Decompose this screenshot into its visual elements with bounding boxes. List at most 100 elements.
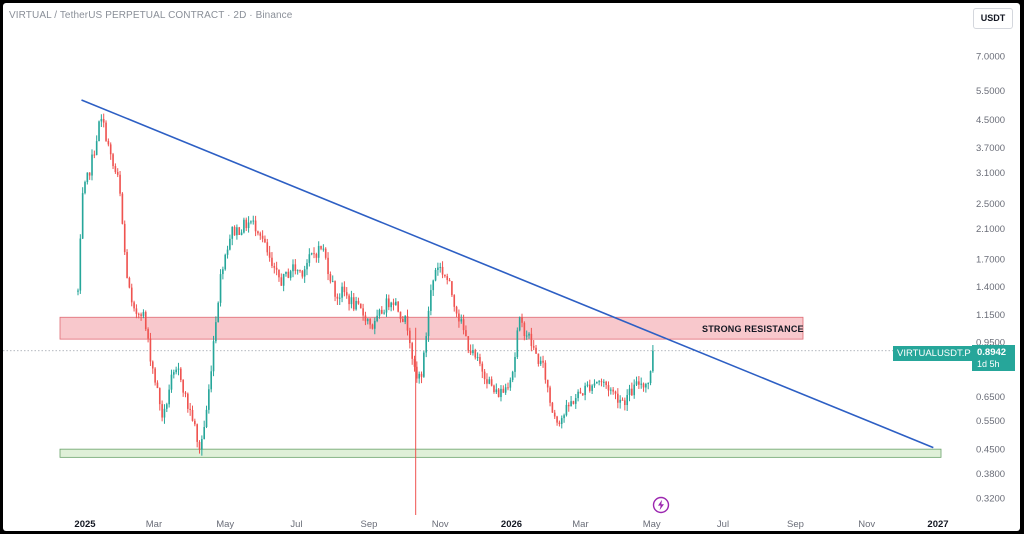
candle-body bbox=[247, 222, 250, 229]
price-chart[interactable]: 7.0000 5.5000 4.5000 3.7000 3.1000 2.5000 2.10… bbox=[3, 3, 1020, 531]
candle-body bbox=[355, 300, 357, 310]
candle-body bbox=[266, 242, 269, 253]
candle-body bbox=[231, 226, 234, 239]
candle-body bbox=[105, 122, 107, 141]
candle-body bbox=[399, 311, 402, 319]
candle-body bbox=[331, 281, 334, 283]
candle-body bbox=[546, 379, 549, 388]
x-tick-label: Jul bbox=[717, 519, 729, 530]
candle-body bbox=[170, 374, 173, 390]
lightning-icon[interactable] bbox=[652, 496, 670, 514]
candle-body bbox=[586, 384, 589, 386]
candle-body bbox=[107, 140, 110, 145]
candle-body bbox=[558, 422, 561, 424]
y-tick-label: 1.4000 bbox=[976, 282, 1005, 293]
candle-body bbox=[336, 296, 339, 299]
resistance-zone-label: STRONG RESISTANCE bbox=[702, 324, 804, 334]
candle-body bbox=[245, 219, 248, 229]
candle-body bbox=[364, 315, 367, 322]
candle-body bbox=[413, 358, 416, 367]
candle-body bbox=[203, 427, 206, 439]
candle-body bbox=[528, 333, 530, 336]
candle-body bbox=[212, 341, 215, 372]
candle-body bbox=[572, 401, 575, 404]
candle-body bbox=[516, 330, 519, 357]
candle-body bbox=[535, 347, 537, 354]
resistance-zone bbox=[59, 316, 804, 340]
candle-body bbox=[514, 356, 516, 372]
candle-body bbox=[196, 424, 198, 442]
candle-body bbox=[287, 271, 290, 278]
candle-body bbox=[462, 319, 465, 331]
candle-body bbox=[579, 391, 582, 394]
candle-body bbox=[278, 269, 280, 278]
candle-body bbox=[156, 382, 159, 389]
x-tick-label: 2025 bbox=[74, 519, 96, 530]
candle-body bbox=[607, 385, 610, 391]
x-tick-label: Nov bbox=[432, 519, 449, 530]
candle-body bbox=[504, 387, 507, 393]
candle-body bbox=[598, 381, 600, 383]
candle-body bbox=[420, 373, 423, 377]
candle-body bbox=[264, 238, 266, 243]
candle-body bbox=[322, 248, 325, 250]
x-tick-label: 2026 bbox=[501, 519, 522, 530]
candle-body bbox=[444, 274, 446, 277]
candle-body bbox=[556, 416, 558, 423]
x-tick-label: 2027 bbox=[927, 519, 948, 530]
candle-body bbox=[191, 409, 194, 421]
candle-body bbox=[472, 350, 474, 354]
chart-panel[interactable]: 7.0000 5.5000 4.5000 3.7000 3.1000 2.5000 2.10… bbox=[3, 3, 1020, 531]
y-tick-label: 7.0000 bbox=[976, 52, 1005, 63]
x-tick-label: Mar bbox=[572, 519, 588, 530]
candle-body bbox=[215, 322, 217, 342]
candle-body bbox=[371, 324, 374, 329]
candle-body bbox=[261, 235, 264, 239]
candle-body bbox=[385, 298, 388, 313]
candle-body bbox=[366, 319, 369, 322]
candle-body bbox=[591, 385, 593, 391]
candle-body bbox=[161, 404, 163, 418]
candle-body bbox=[628, 388, 631, 396]
y-tick-label: 5.5000 bbox=[976, 86, 1005, 97]
candle-body bbox=[369, 319, 371, 325]
candle-body bbox=[448, 279, 451, 282]
candle-body bbox=[474, 350, 477, 358]
candle-body bbox=[329, 274, 332, 282]
candle-body bbox=[252, 220, 255, 222]
candle-body bbox=[123, 223, 126, 253]
candle-body bbox=[631, 388, 633, 396]
candle-body bbox=[497, 389, 500, 398]
candle-body bbox=[310, 253, 313, 255]
candle-body bbox=[488, 379, 491, 384]
candle-body bbox=[539, 360, 542, 364]
candle-body bbox=[296, 270, 299, 272]
candle-body bbox=[217, 302, 220, 323]
currency-button[interactable]: USDT bbox=[973, 8, 1013, 29]
candle-body bbox=[584, 385, 586, 396]
descending-trendline[interactable] bbox=[81, 99, 934, 449]
candle-body bbox=[560, 418, 563, 424]
candle-body bbox=[362, 308, 364, 316]
candle-body bbox=[116, 172, 119, 175]
candle-body bbox=[493, 385, 495, 393]
candle-body bbox=[509, 379, 512, 388]
y-tick-label: 3.7000 bbox=[976, 143, 1005, 154]
candle-body bbox=[208, 389, 210, 410]
candle-body bbox=[158, 388, 161, 405]
candle-body bbox=[163, 408, 166, 418]
candle-body bbox=[259, 233, 262, 236]
candle-body bbox=[306, 262, 308, 270]
candle-body bbox=[338, 297, 341, 299]
candle-body bbox=[280, 277, 283, 286]
candle-body bbox=[652, 350, 654, 372]
candle-body bbox=[172, 372, 175, 375]
candle-body bbox=[359, 303, 362, 309]
candle-body bbox=[88, 172, 91, 176]
candle-body bbox=[184, 392, 187, 394]
candle-body bbox=[324, 248, 327, 258]
candle-body bbox=[313, 253, 315, 255]
candle-body bbox=[240, 232, 243, 235]
symbol-price-tag: VIRTUALUSDT.P bbox=[893, 346, 975, 361]
candle-body bbox=[147, 329, 149, 339]
